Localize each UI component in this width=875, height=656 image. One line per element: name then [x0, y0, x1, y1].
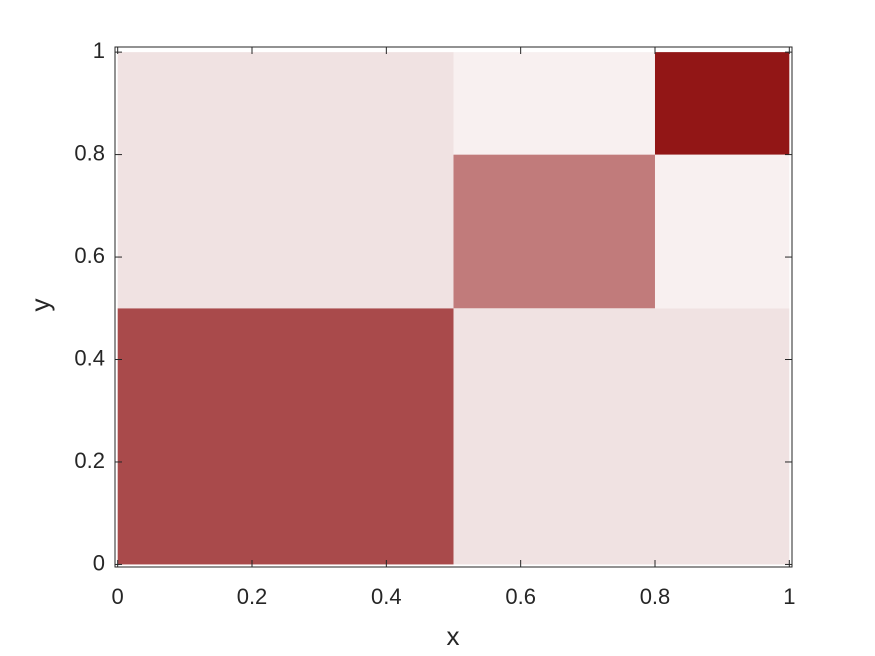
x-tick-label: 0 [112, 584, 124, 609]
x-tick-label: 0.2 [237, 584, 268, 609]
y-axis-label: y [25, 299, 55, 312]
cell [654, 52, 790, 155]
x-axis-label: x [447, 621, 460, 651]
y-tick-label: 0 [93, 550, 105, 575]
cell [117, 308, 454, 565]
x-tick-label: 0.8 [640, 584, 671, 609]
cell [453, 52, 655, 155]
cell [453, 308, 790, 565]
y-tick-label: 1 [93, 38, 105, 63]
y-tick-label: 0.2 [74, 448, 105, 473]
y-tick-label: 0.8 [74, 140, 105, 165]
cell [453, 154, 655, 309]
x-tick-label: 0.4 [371, 584, 402, 609]
x-tick-label: 0.6 [505, 584, 536, 609]
y-tick-label: 0.6 [74, 243, 105, 268]
cell [117, 52, 454, 309]
cell [654, 154, 790, 309]
y-tick-label: 0.4 [74, 345, 105, 370]
x-tick-label: 1 [783, 584, 795, 609]
axes-box [114, 46, 793, 568]
